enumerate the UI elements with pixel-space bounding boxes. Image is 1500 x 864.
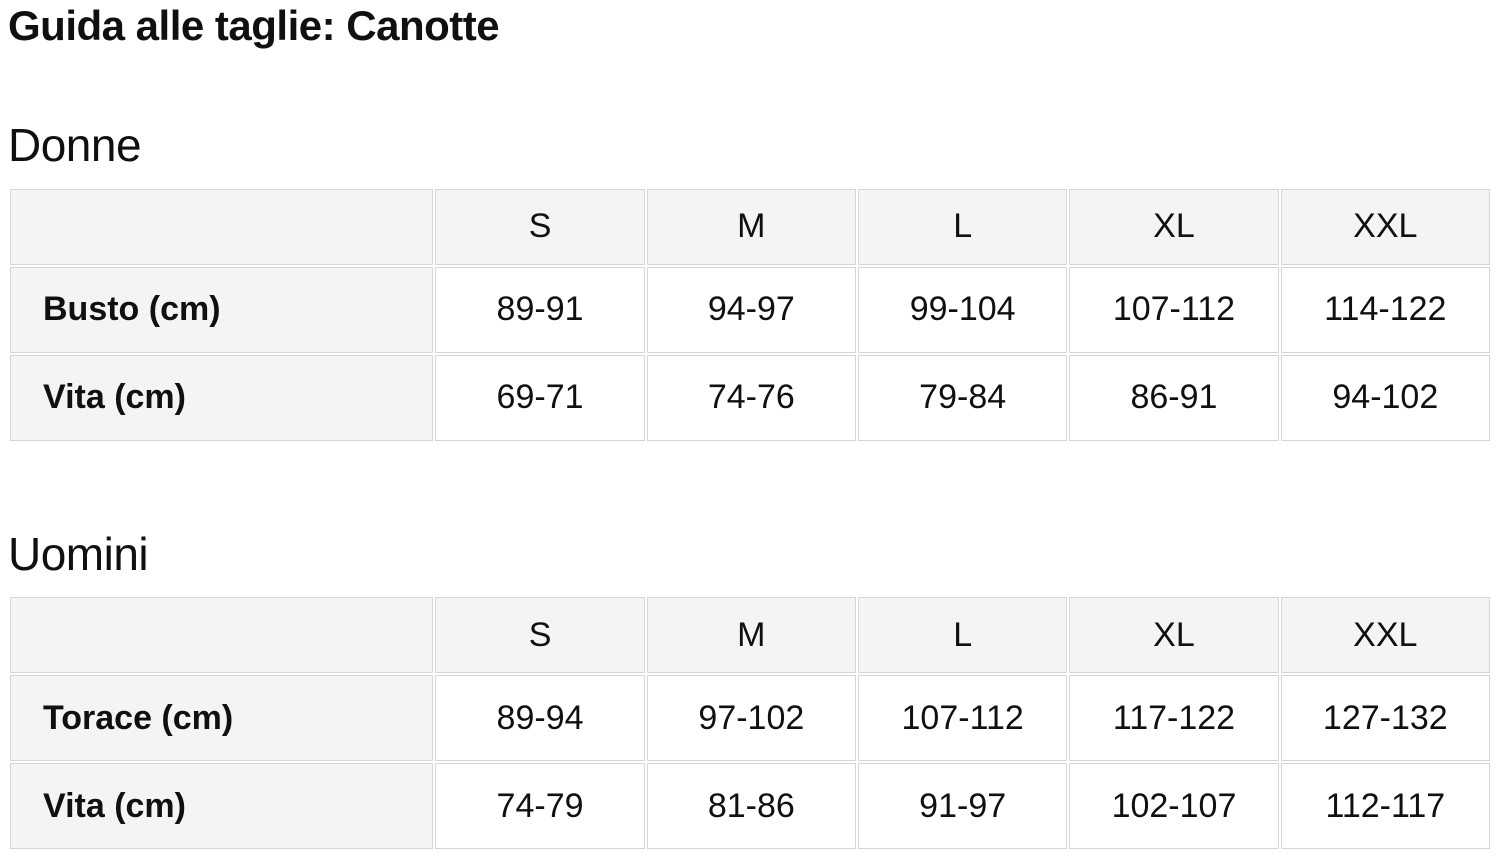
uomini-vita-m: 81-86 — [646, 763, 856, 850]
donne-vita-xl: 86-91 — [1069, 354, 1279, 441]
donne-busto-m: 94-97 — [646, 266, 856, 353]
donne-vita-m: 74-76 — [646, 354, 856, 441]
uomini-size-table: S M L XL XXL Torace (cm) 89-94 97-102 10… — [8, 595, 1492, 851]
table-row: Vita (cm) 69-71 74-76 79-84 86-91 94-102 — [10, 354, 1490, 441]
donne-size-table: S M L XL XXL Busto (cm) 89-91 94-97 99-1… — [8, 187, 1492, 443]
uomini-col-header-s: S — [435, 597, 645, 674]
uomini-vita-l: 91-97 — [858, 763, 1068, 850]
uomini-col-header-l: L — [858, 597, 1068, 674]
uomini-torace-l: 107-112 — [858, 675, 1068, 762]
donne-col-header-s: S — [435, 188, 645, 265]
donne-header-row: S M L XL XXL — [10, 188, 1490, 265]
uomini-torace-m: 97-102 — [646, 675, 856, 762]
donne-vita-xxl: 94-102 — [1280, 354, 1490, 441]
uomini-vita-s: 74-79 — [435, 763, 645, 850]
donne-vita-l: 79-84 — [858, 354, 1068, 441]
donne-busto-xxl: 114-122 — [1280, 266, 1490, 353]
donne-col-header-l: L — [858, 188, 1068, 265]
donne-col-header-xxl: XXL — [1280, 188, 1490, 265]
uomini-row-label-torace: Torace (cm) — [10, 675, 434, 762]
uomini-torace-s: 89-94 — [435, 675, 645, 762]
uomini-col-header-xxl: XXL — [1280, 597, 1490, 674]
donne-vita-s: 69-71 — [435, 354, 645, 441]
donne-busto-l: 99-104 — [858, 266, 1068, 353]
uomini-torace-xl: 117-122 — [1069, 675, 1279, 762]
section-heading-uomini: Uomini — [8, 527, 149, 580]
donne-busto-s: 89-91 — [435, 266, 645, 353]
table-row: Torace (cm) 89-94 97-102 107-112 117-122… — [10, 675, 1490, 762]
uomini-vita-xl: 102-107 — [1069, 763, 1279, 850]
uomini-row-label-vita: Vita (cm) — [10, 763, 434, 850]
donne-row-label-busto: Busto (cm) — [10, 266, 434, 353]
uomini-torace-xxl: 127-132 — [1280, 675, 1490, 762]
donne-row-label-vita: Vita (cm) — [10, 354, 434, 441]
section-heading-donne: Donne — [8, 119, 142, 172]
page-title: Guida alle taglie: Canotte — [8, 2, 500, 49]
uomini-col-header-xl: XL — [1069, 597, 1279, 674]
donne-corner-cell — [10, 188, 434, 265]
uomini-header-row: S M L XL XXL — [10, 597, 1490, 674]
table-row: Busto (cm) 89-91 94-97 99-104 107-112 11… — [10, 266, 1490, 353]
uomini-vita-xxl: 112-117 — [1280, 763, 1490, 850]
donne-col-header-xl: XL — [1069, 188, 1279, 265]
table-row: Vita (cm) 74-79 81-86 91-97 102-107 112-… — [10, 763, 1490, 850]
donne-col-header-m: M — [646, 188, 856, 265]
uomini-corner-cell — [10, 597, 434, 674]
uomini-col-header-m: M — [646, 597, 856, 674]
donne-busto-xl: 107-112 — [1069, 266, 1279, 353]
